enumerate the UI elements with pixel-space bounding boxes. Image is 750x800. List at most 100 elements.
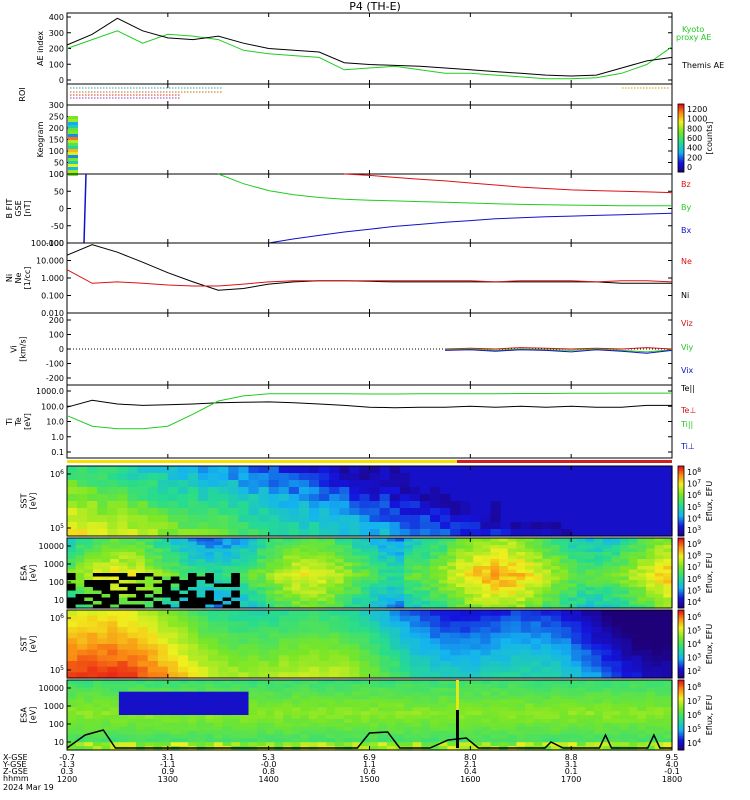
spectro-cell <box>576 742 587 747</box>
spectro-cell <box>147 632 159 639</box>
keogram-cell <box>68 170 78 173</box>
spectro-cell <box>409 644 421 651</box>
spectro-cell <box>637 695 647 701</box>
spectro-cell <box>283 722 293 728</box>
spectro-cell <box>170 590 180 595</box>
spectro-cell <box>179 541 189 546</box>
spectro-cell <box>153 576 163 581</box>
spectro-cell <box>265 742 275 747</box>
colorbar-cell <box>678 583 684 586</box>
spectro-cell <box>101 583 111 588</box>
spectro-cell <box>404 566 414 571</box>
spectro-cell <box>118 562 129 567</box>
spectro-cell <box>136 730 146 736</box>
spectro-cell <box>118 552 129 557</box>
spectro-cell <box>359 627 371 634</box>
spectro-cell <box>507 687 517 693</box>
spectro-cell <box>620 541 630 546</box>
spectro-cell <box>309 680 319 685</box>
spectro-cell <box>300 730 310 736</box>
spectro-cell <box>118 691 129 697</box>
colorbar-cell <box>678 119 684 122</box>
spectro-cell <box>67 548 77 553</box>
spectro-cell <box>421 590 431 595</box>
colorbar-cell <box>678 538 684 541</box>
spectro-cell <box>339 480 350 488</box>
spectro-cell <box>404 695 414 701</box>
spectro-cell <box>147 508 159 516</box>
spectro-cell <box>218 529 229 537</box>
spectro-cell <box>421 597 431 602</box>
spectro-cell <box>591 666 602 673</box>
spectro-cell <box>568 718 578 724</box>
spectro-cell <box>118 566 129 571</box>
spectro-cell <box>421 552 431 557</box>
spectro-cell <box>654 699 664 704</box>
spectro-cell <box>654 718 664 724</box>
spectro-cell <box>661 480 673 488</box>
mode-bar-red <box>457 460 672 463</box>
spectro-cell <box>283 711 293 716</box>
spectro-cell <box>438 601 448 606</box>
spectro-cell <box>213 552 224 557</box>
spectro-cell <box>265 576 275 581</box>
spectro-cell <box>646 604 656 609</box>
spectro-cell <box>631 466 643 474</box>
keogram-ylabel: Keogram <box>36 121 45 157</box>
spectro-cell <box>611 687 621 693</box>
colorbar-cell <box>678 516 684 519</box>
spectro-cell <box>525 715 535 720</box>
spectro-cell <box>309 515 320 523</box>
spectro-cell <box>239 538 250 543</box>
spectro-cell <box>395 548 405 553</box>
spectro-cell <box>540 672 552 679</box>
spectro-cell <box>228 466 239 474</box>
colorbar-cell <box>678 525 684 528</box>
spectro-cell <box>360 722 371 728</box>
spectro-cell <box>101 601 111 606</box>
spectro-cell <box>360 746 371 751</box>
spectro-cell <box>326 559 336 564</box>
spectro-cell <box>430 480 441 488</box>
spectro-cell <box>631 508 643 516</box>
spectro-cell <box>213 726 224 732</box>
spectro-cell <box>343 576 353 581</box>
colorbar-cell <box>678 632 684 635</box>
spectro-cell <box>127 538 137 543</box>
spectro-cell <box>525 583 535 588</box>
spectro-cell <box>300 545 310 550</box>
spectro-cell <box>568 691 578 697</box>
spectro-cell <box>228 627 239 634</box>
spectro-cell <box>188 529 199 537</box>
spectro-cell <box>654 601 664 606</box>
spectro-cell <box>585 576 595 581</box>
spectro-cell <box>378 576 388 581</box>
spectro-cell <box>77 529 88 537</box>
spectro-cell <box>265 715 275 720</box>
spectro-cell <box>378 738 388 743</box>
spectro-cell <box>319 672 330 679</box>
spectro-cell <box>326 562 336 567</box>
spectro-cell <box>499 718 509 724</box>
spectro-cell <box>87 638 98 645</box>
spectro-cell <box>450 473 461 481</box>
spectro-cell <box>257 695 267 701</box>
spectro-cell <box>611 711 621 716</box>
spectro-cell <box>568 569 578 574</box>
spectro-cell <box>500 661 512 668</box>
spectro-cell <box>378 699 388 704</box>
spectro-cell <box>222 738 232 743</box>
colorbar-cell <box>678 501 684 504</box>
spectro-cell <box>208 501 219 509</box>
spectro-cell <box>654 576 664 581</box>
spectro-cell <box>500 529 512 537</box>
spectro-cell <box>291 718 301 724</box>
spectro-cell <box>421 555 431 560</box>
spectro-cell <box>409 473 421 481</box>
spectro-cell <box>147 610 159 617</box>
spectro-cell <box>525 569 535 574</box>
spectro-cell <box>274 722 284 728</box>
spectro-cell <box>147 487 159 495</box>
spectro-cell <box>542 695 552 701</box>
